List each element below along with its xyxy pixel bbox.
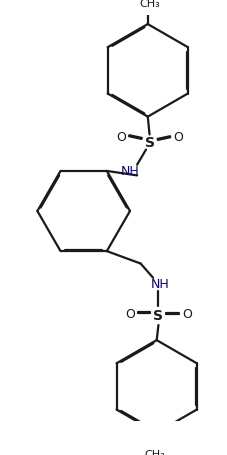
Text: O: O — [125, 307, 135, 320]
Text: NH: NH — [121, 164, 139, 177]
Text: O: O — [182, 307, 192, 320]
Text: O: O — [173, 131, 183, 143]
Text: NH: NH — [151, 277, 170, 290]
Text: O: O — [116, 131, 126, 143]
Text: S: S — [153, 308, 163, 323]
Text: S: S — [145, 135, 155, 149]
Text: CH₃: CH₃ — [145, 449, 165, 455]
Text: CH₃: CH₃ — [139, 0, 160, 9]
